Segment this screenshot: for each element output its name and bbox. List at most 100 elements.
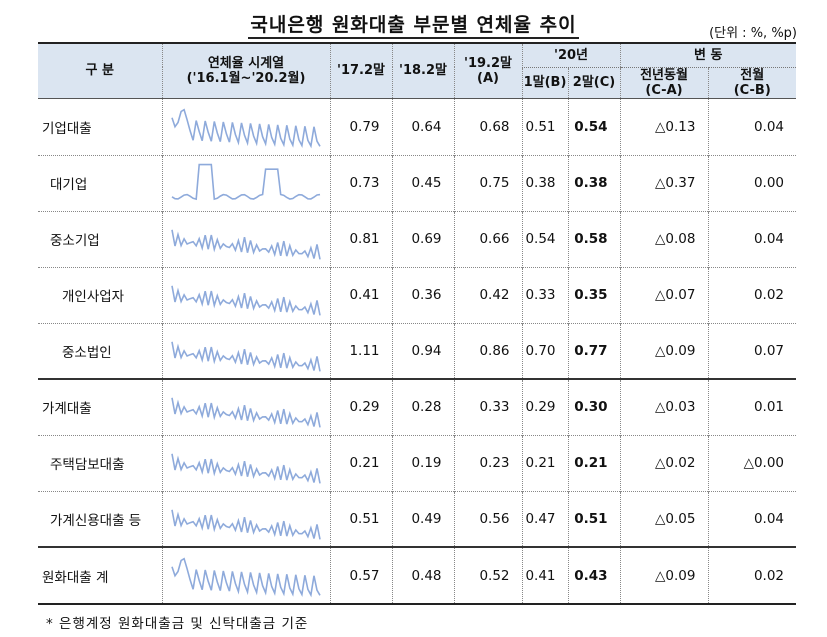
- table-row: 주택담보대출 0.21 0.19 0.23 0.21 0.21 △0.02 △0.00: [38, 435, 797, 491]
- sparkline-cell: [161, 547, 330, 604]
- cell-v5: 0.77: [567, 323, 620, 379]
- sparkline-line: [171, 229, 321, 260]
- sparkline-cell: [161, 323, 330, 379]
- sparkline-cell: [161, 379, 330, 435]
- cell-v6: △0.08: [619, 211, 708, 267]
- cell-v5: 0.58: [567, 211, 620, 267]
- cell-v1: 0.79: [329, 98, 392, 155]
- cell-v4: 0.29: [521, 379, 568, 435]
- cell-v5: 0.43: [567, 547, 620, 604]
- cell-v6: △0.09: [619, 547, 708, 604]
- cell-v7: 0.01: [707, 379, 797, 435]
- cell-v2: 0.49: [391, 491, 454, 547]
- header-c4: 1말(B): [521, 67, 568, 99]
- cell-v5: 0.51: [567, 491, 620, 547]
- cell-v2: 0.19: [391, 435, 454, 491]
- sparkline: [171, 509, 321, 540]
- sparkline: [171, 285, 321, 316]
- cell-v2: 0.48: [391, 547, 454, 604]
- sparkline-cell: [161, 435, 330, 491]
- cell-v4: 0.54: [521, 211, 568, 267]
- cell-v2: 0.64: [391, 98, 454, 155]
- cell-v2: 0.28: [391, 379, 454, 435]
- sparkline-line: [171, 397, 321, 428]
- sparkline-cell: [161, 155, 330, 211]
- sparkline: [171, 163, 321, 201]
- sparkline-line: [171, 163, 321, 201]
- cell-v7: 0.04: [707, 491, 797, 547]
- cell-v5: 0.21: [567, 435, 620, 491]
- cell-v4: 0.51: [521, 98, 568, 155]
- table-row: 중소법인 1.11 0.94 0.86 0.70 0.77 △0.09 0.07: [38, 323, 797, 379]
- cell-v6: △0.37: [619, 155, 708, 211]
- table-row: 중소기업 0.81 0.69 0.66 0.54 0.58 △0.08 0.04: [38, 211, 797, 267]
- sparkline-line: [171, 341, 321, 372]
- sparkline-line: [171, 556, 321, 597]
- cell-v6: △0.09: [619, 323, 708, 379]
- row-label: 개인사업자: [62, 289, 125, 305]
- cell-v6: △0.13: [619, 98, 708, 155]
- table-title: 국내은행 원화대출 부문별 연체율 추이: [0, 10, 827, 39]
- row-label: 주택담보대출: [50, 457, 125, 473]
- table-row: 가계신용대출 등 0.51 0.49 0.56 0.47 0.51 △0.05 0.04: [38, 491, 797, 547]
- sparkline: [171, 229, 321, 260]
- cell-v1: 0.51: [329, 491, 392, 547]
- sparkline-line: [171, 285, 321, 316]
- cell-v5: 0.54: [567, 98, 620, 155]
- table-row: 가계대출 0.29 0.28 0.33 0.29 0.30 △0.03 0.01: [38, 379, 797, 435]
- sparkline-line: [171, 509, 321, 540]
- cell-v2: 0.94: [391, 323, 454, 379]
- row-label: 가계대출: [42, 401, 92, 418]
- cell-v3: 0.66: [453, 211, 522, 267]
- cell-v4: 0.70: [521, 323, 568, 379]
- cell-v7: 0.00: [707, 155, 797, 211]
- row-label: 기업대출: [42, 120, 92, 137]
- sparkline-line: [171, 107, 321, 148]
- cell-v7: 0.02: [707, 547, 797, 604]
- cell-v3: 0.56: [453, 491, 522, 547]
- header-gubun: 구 분: [38, 43, 162, 99]
- header-series: 연체율 시계열 ('16.1월~'20.2월): [161, 43, 330, 99]
- cell-v1: 0.81: [329, 211, 392, 267]
- row-label: 중소기업: [50, 233, 100, 249]
- sparkline-cell: [161, 98, 330, 155]
- cell-v6: △0.05: [619, 491, 708, 547]
- cell-v2: 0.36: [391, 267, 454, 323]
- sparkline: [171, 397, 321, 428]
- cell-v4: 0.21: [521, 435, 568, 491]
- cell-v4: 0.41: [521, 547, 568, 604]
- cell-v1: 0.41: [329, 267, 392, 323]
- table-row: 기업대출 0.79 0.64 0.68 0.51 0.54 △0.13 0.04: [38, 98, 797, 155]
- cell-v4: 0.38: [521, 155, 568, 211]
- header-change: 변 동: [619, 43, 797, 68]
- cell-v3: 0.33: [453, 379, 522, 435]
- cell-v3: 0.68: [453, 98, 522, 155]
- table-body: 기업대출 0.79 0.64 0.68 0.51 0.54 △0.13 0.04 대기업 0.73…: [38, 98, 797, 604]
- cell-v5: 0.30: [567, 379, 620, 435]
- cell-v3: 0.86: [453, 323, 522, 379]
- row-label: 중소법인: [62, 344, 112, 361]
- cell-v3: 0.52: [453, 547, 522, 604]
- cell-v1: 0.21: [329, 435, 392, 491]
- sparkline-line: [171, 453, 321, 484]
- sparkline-cell: [161, 491, 330, 547]
- header-group20: '20년: [521, 43, 620, 68]
- cell-v4: 0.33: [521, 267, 568, 323]
- delinquency-table: 구 분 연체율 시계열 ('16.1월~'20.2월) '17.2말 '18.2말…: [38, 42, 797, 605]
- cell-v7: △0.00: [707, 435, 797, 491]
- cell-v7: 0.04: [707, 211, 797, 267]
- cell-v3: 0.75: [453, 155, 522, 211]
- cell-v2: 0.69: [391, 211, 454, 267]
- cell-v3: 0.23: [453, 435, 522, 491]
- header-c2: '18.2말: [391, 43, 454, 99]
- header-c3: '19.2말 (A): [453, 43, 522, 99]
- cell-v6: △0.07: [619, 267, 708, 323]
- cell-v5: 0.35: [567, 267, 620, 323]
- unit-label: (단위 : %, %p): [709, 26, 797, 41]
- cell-v7: 0.02: [707, 267, 797, 323]
- cell-v5: 0.38: [567, 155, 620, 211]
- sparkline-cell: [161, 267, 330, 323]
- cell-v4: 0.47: [521, 491, 568, 547]
- header-c6: 전년동월 (C-A): [619, 67, 708, 99]
- row-label: 대기업: [50, 177, 88, 193]
